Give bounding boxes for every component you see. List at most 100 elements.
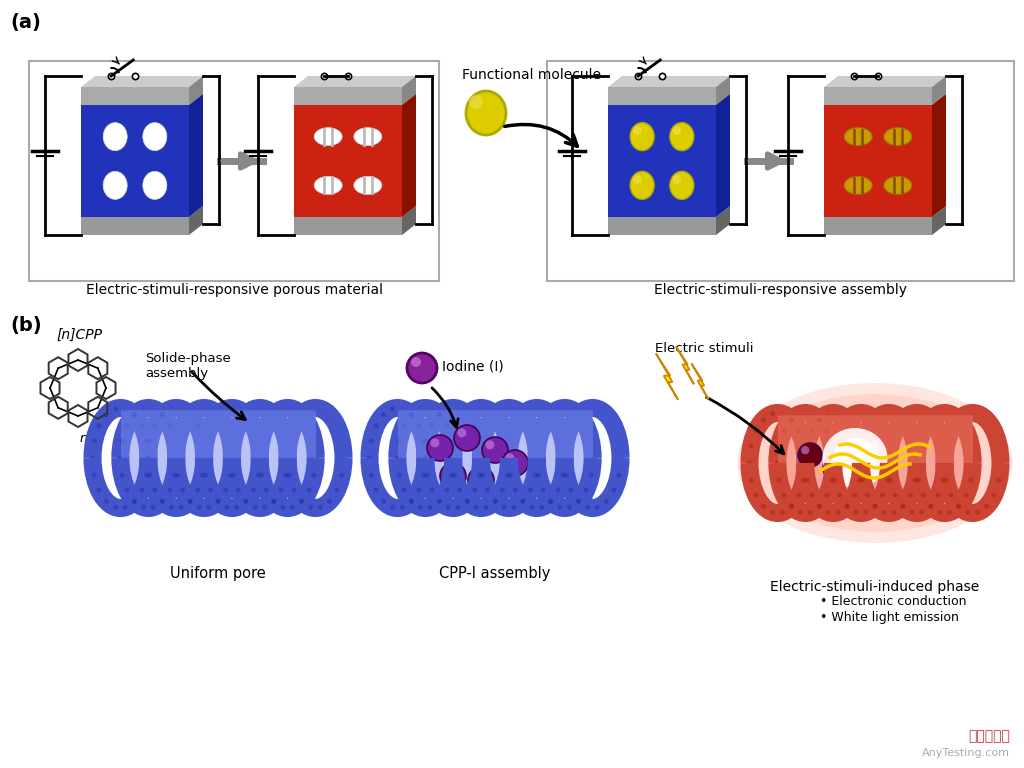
Ellipse shape [369, 439, 374, 443]
Ellipse shape [335, 488, 339, 492]
Ellipse shape [208, 423, 213, 429]
Ellipse shape [234, 406, 240, 411]
Ellipse shape [749, 478, 754, 482]
Ellipse shape [264, 488, 268, 492]
Ellipse shape [174, 455, 178, 461]
Ellipse shape [914, 461, 920, 465]
Ellipse shape [96, 488, 101, 492]
Ellipse shape [409, 498, 414, 504]
Ellipse shape [207, 505, 211, 510]
Text: n-5: n-5 [80, 432, 100, 445]
Ellipse shape [872, 504, 878, 509]
Polygon shape [189, 94, 203, 217]
Ellipse shape [817, 504, 822, 509]
Ellipse shape [630, 123, 654, 151]
Ellipse shape [197, 406, 202, 411]
Ellipse shape [829, 443, 835, 449]
Ellipse shape [845, 504, 850, 509]
Ellipse shape [802, 443, 806, 449]
Ellipse shape [437, 412, 442, 417]
Ellipse shape [900, 504, 905, 509]
Text: (b): (b) [10, 316, 42, 335]
Ellipse shape [104, 412, 109, 417]
Ellipse shape [208, 488, 213, 492]
Ellipse shape [169, 505, 174, 510]
Ellipse shape [203, 472, 208, 478]
Ellipse shape [369, 472, 374, 478]
Polygon shape [932, 76, 946, 105]
Polygon shape [716, 76, 730, 105]
Ellipse shape [859, 461, 863, 465]
Ellipse shape [396, 439, 401, 443]
Ellipse shape [803, 461, 808, 465]
Ellipse shape [187, 498, 193, 504]
Ellipse shape [860, 443, 865, 449]
Ellipse shape [833, 443, 838, 449]
Ellipse shape [562, 455, 567, 461]
Ellipse shape [520, 412, 525, 417]
Polygon shape [932, 206, 946, 235]
Ellipse shape [485, 440, 495, 449]
Ellipse shape [477, 439, 482, 443]
Polygon shape [294, 87, 402, 105]
Ellipse shape [630, 171, 654, 200]
Polygon shape [777, 413, 973, 513]
Ellipse shape [483, 406, 488, 411]
Polygon shape [716, 206, 730, 235]
Ellipse shape [457, 488, 462, 492]
Ellipse shape [169, 406, 174, 411]
Ellipse shape [780, 510, 784, 515]
Ellipse shape [236, 488, 241, 492]
Ellipse shape [314, 127, 342, 146]
Ellipse shape [822, 428, 888, 488]
Ellipse shape [956, 504, 962, 509]
Ellipse shape [124, 423, 129, 429]
Ellipse shape [575, 412, 581, 417]
Ellipse shape [535, 455, 540, 461]
Ellipse shape [912, 443, 918, 449]
Ellipse shape [141, 505, 146, 510]
Ellipse shape [830, 461, 836, 465]
Ellipse shape [103, 171, 127, 200]
Ellipse shape [836, 510, 841, 515]
Ellipse shape [577, 412, 582, 417]
Ellipse shape [808, 510, 813, 515]
Ellipse shape [367, 455, 372, 461]
Ellipse shape [808, 411, 813, 416]
Ellipse shape [313, 455, 318, 461]
Ellipse shape [306, 423, 311, 429]
Ellipse shape [290, 505, 295, 510]
Ellipse shape [920, 510, 924, 515]
Ellipse shape [929, 417, 933, 422]
Ellipse shape [401, 488, 407, 492]
Ellipse shape [445, 406, 451, 411]
Ellipse shape [790, 417, 794, 422]
Ellipse shape [493, 412, 498, 417]
Polygon shape [81, 87, 189, 105]
Ellipse shape [341, 455, 346, 461]
Ellipse shape [781, 492, 786, 498]
Polygon shape [397, 408, 593, 508]
Ellipse shape [271, 412, 276, 417]
Ellipse shape [451, 455, 456, 461]
Ellipse shape [860, 478, 865, 482]
Ellipse shape [287, 439, 292, 443]
Ellipse shape [421, 439, 426, 443]
Ellipse shape [418, 406, 423, 411]
Ellipse shape [271, 412, 276, 417]
FancyBboxPatch shape [29, 61, 439, 281]
Ellipse shape [754, 429, 759, 433]
Ellipse shape [271, 498, 276, 504]
Ellipse shape [427, 435, 453, 461]
Ellipse shape [996, 443, 1001, 449]
Ellipse shape [817, 417, 822, 422]
Ellipse shape [469, 95, 483, 109]
Ellipse shape [802, 478, 806, 482]
Ellipse shape [540, 505, 544, 510]
Ellipse shape [749, 443, 754, 449]
Polygon shape [656, 353, 678, 400]
Ellipse shape [823, 456, 847, 480]
Polygon shape [294, 105, 402, 217]
Ellipse shape [430, 439, 439, 447]
Ellipse shape [468, 467, 494, 493]
